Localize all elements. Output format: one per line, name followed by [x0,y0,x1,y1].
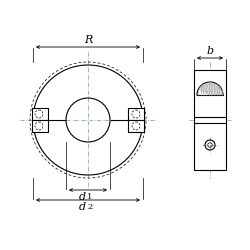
Bar [194,70,226,170]
Bar [32,120,48,132]
Text: b: b [206,46,214,56]
Bar [128,108,144,120]
Text: 2: 2 [87,203,92,211]
Text: d: d [79,202,86,212]
Bar [32,108,48,120]
Text: d: d [79,192,86,202]
Text: R: R [84,35,92,45]
Bar [128,120,144,132]
Text: 1: 1 [87,193,92,201]
